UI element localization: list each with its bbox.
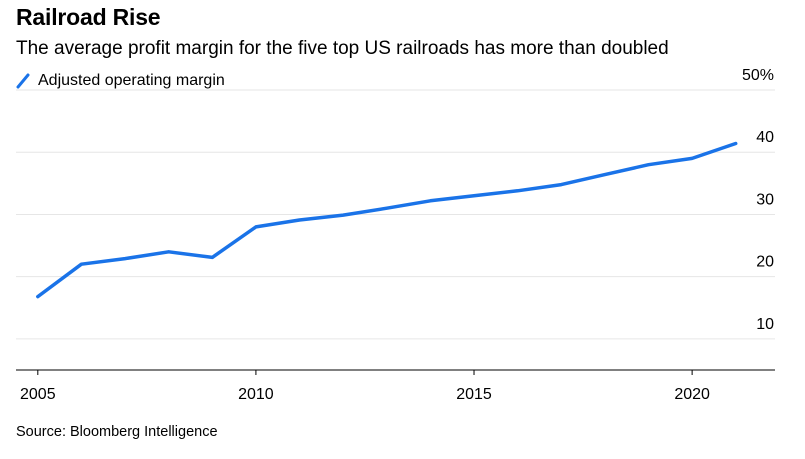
y-tick-label: 10: [756, 316, 774, 333]
x-tick-label: 2020: [674, 386, 710, 403]
source-note: Source: Bloomberg Intelligence: [16, 424, 218, 440]
y-tick-label: 40: [756, 129, 774, 146]
legend-label: Adjusted operating margin: [38, 72, 225, 89]
x-tick-label: 2005: [20, 386, 56, 403]
legend-line-icon: [16, 73, 30, 89]
y-tick-label: 20: [756, 254, 774, 271]
chart-subtitle: The average profit margin for the five t…: [16, 38, 669, 59]
x-tick-label: 2015: [456, 386, 492, 403]
x-tick-label: 2010: [238, 386, 274, 403]
y-tick-label: 50%: [742, 67, 774, 84]
chart-title: Railroad Rise: [16, 4, 161, 30]
series-line: [36, 141, 738, 299]
legend: Adjusted operating margin: [16, 72, 225, 90]
y-tick-label: 30: [756, 191, 774, 208]
